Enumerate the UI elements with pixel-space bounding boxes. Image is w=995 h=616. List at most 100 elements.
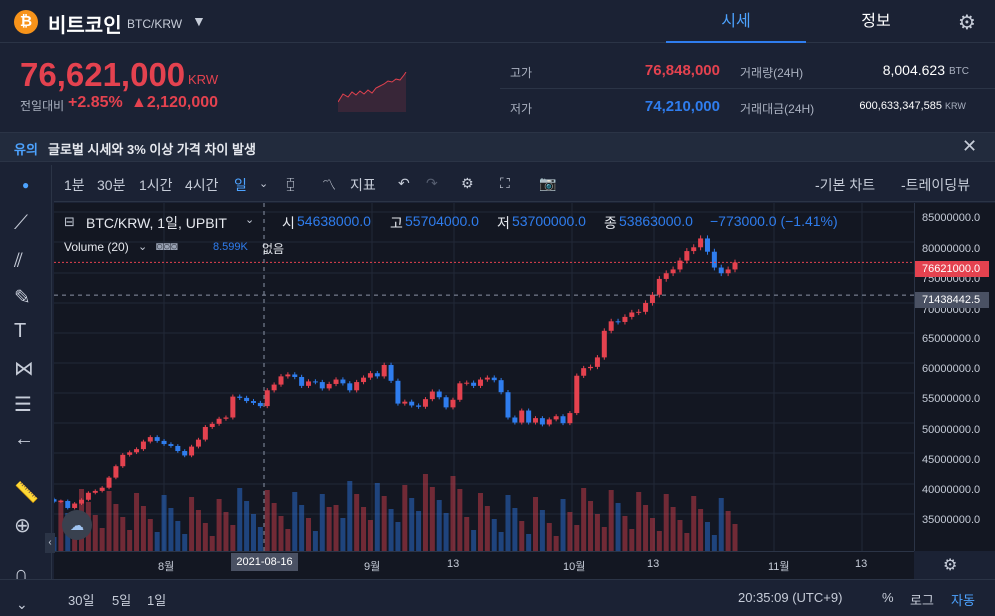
notice-bar	[0, 132, 995, 162]
pair-label: BTC/KRW	[127, 17, 183, 31]
candle-body	[388, 364, 394, 381]
undo-icon[interactable]: ↶	[398, 175, 410, 191]
candle-body	[58, 501, 64, 503]
change-label: 전일대비	[20, 99, 65, 113]
legend-dropdown-icon[interactable]: ⌄	[245, 214, 255, 226]
collapse-down-icon[interactable]: ⌄	[16, 596, 28, 612]
volume-bar	[326, 507, 332, 551]
back-arrow-icon[interactable]: ←	[14, 428, 34, 450]
legend-collapse-icon[interactable]: ⊟	[64, 214, 75, 229]
candle-body	[471, 382, 477, 386]
x-tick: 9월	[364, 561, 381, 573]
volume-legend-controls-icon[interactable]: ◙◙◙	[156, 239, 178, 253]
range-1d[interactable]: 1일	[147, 593, 167, 608]
fib-tool-icon[interactable]: ⫽	[14, 250, 23, 272]
price-summary	[0, 44, 995, 130]
candle-body	[99, 487, 105, 491]
text-tool-icon[interactable]: T	[14, 320, 27, 342]
volume-bar	[636, 492, 642, 551]
candle-body	[422, 399, 428, 407]
chart-settings-icon[interactable]: ⚙	[461, 175, 474, 191]
candle-body	[361, 377, 367, 383]
indicator-icon[interactable]: 〽	[322, 177, 336, 193]
drawing-tools-sidebar	[0, 165, 52, 616]
range-30d[interactable]: 30일	[68, 593, 95, 608]
basic-chart-button[interactable]: -기본 차트	[815, 177, 876, 193]
candle-body	[285, 374, 291, 377]
interval-1m[interactable]: 1분	[64, 177, 85, 193]
volume-bar	[608, 490, 614, 551]
time-axis[interactable]	[54, 551, 914, 579]
auto-toggle[interactable]: 자동	[951, 593, 975, 608]
sparkline-mini-chart	[338, 72, 407, 112]
volume-bar	[629, 529, 635, 551]
trendline-icon[interactable]: ⟋	[14, 212, 28, 234]
measure-lines-icon[interactable]: ☰	[14, 394, 32, 416]
volume-bar	[367, 520, 373, 551]
candle-body	[299, 377, 305, 386]
volume-bar	[649, 518, 655, 551]
candle-body	[615, 321, 621, 323]
volume-bar	[306, 518, 312, 551]
volume-bar	[567, 512, 573, 551]
indicator-button[interactable]: 지표	[350, 177, 376, 193]
pattern-icon[interactable]: ⋈	[14, 358, 34, 380]
tab-info[interactable]: 정보	[861, 13, 891, 30]
interval-dropdown-icon[interactable]: ⌄	[259, 178, 269, 190]
percent-toggle[interactable]: %	[882, 590, 894, 605]
volume-bar	[264, 490, 270, 551]
candle-type-icon[interactable]: ⧮	[286, 175, 295, 191]
volume-bar	[58, 500, 64, 551]
coin-selector-dropdown-icon[interactable]: ▼	[192, 13, 206, 29]
interval-4h[interactable]: 4시간	[185, 177, 219, 193]
interval-1h[interactable]: 1시간	[139, 177, 173, 193]
ruler-icon[interactable]: 📏	[14, 482, 39, 504]
volume-bar	[601, 527, 607, 551]
candle-body	[732, 262, 738, 270]
brush-icon[interactable]: ✎	[14, 287, 31, 309]
volume-bar	[175, 521, 181, 551]
price-axis[interactable]	[914, 203, 995, 551]
price-chart-pane[interactable]	[54, 203, 914, 551]
zoom-in-icon[interactable]: ⊕	[14, 515, 31, 537]
interval-30m[interactable]: 30분	[97, 177, 126, 193]
volume-bar	[519, 521, 525, 551]
notice-text: 글로벌 시세와 3% 이상 가격 차이 발생	[48, 142, 256, 157]
redo-icon[interactable]: ↷	[426, 175, 438, 191]
clock-time[interactable]: 20:35:09 (UTC+9)	[738, 590, 843, 605]
volume-bar	[134, 493, 140, 551]
tradingview-logo-icon[interactable]: ☁	[62, 510, 92, 540]
volume-bar	[643, 505, 649, 551]
volume-bar	[450, 476, 456, 551]
candle-body	[588, 366, 594, 369]
log-toggle[interactable]: 로그	[910, 593, 934, 608]
close-icon[interactable]: ✕	[962, 136, 978, 156]
volume-bar	[546, 523, 552, 551]
axis-settings-icon[interactable]: ⚙	[943, 557, 958, 574]
tab-quote[interactable]: 시세	[666, 0, 806, 43]
candle-body	[484, 377, 490, 380]
range-5d[interactable]: 5일	[112, 593, 132, 608]
scroll-left-icon[interactable]: ‹	[45, 533, 55, 553]
candle-body	[292, 374, 298, 377]
fullscreen-icon[interactable]: ⛶	[500, 175, 510, 191]
interval-1d[interactable]: 일	[234, 177, 247, 193]
candle-body	[429, 391, 435, 400]
settings-gear-icon[interactable]: ⚙	[958, 12, 976, 34]
y-tick: 80000000.0	[922, 243, 981, 255]
candle-body	[65, 501, 71, 508]
camera-icon[interactable]: 📷	[539, 175, 557, 191]
low-value: 74,210,000	[644, 98, 720, 115]
volume-bar	[223, 512, 229, 551]
candle-body	[381, 364, 387, 377]
candle-body	[725, 269, 731, 274]
crosshair-dot-icon[interactable]: ●	[22, 178, 30, 192]
volume-value: 8,004.623	[882, 62, 945, 78]
tradingview-button[interactable]: -트레이딩뷰	[901, 177, 971, 193]
volume-bar	[711, 535, 717, 551]
y-tick: 85000000.0	[922, 212, 981, 224]
volume-legend-dropdown-icon[interactable]: ⌄	[138, 241, 148, 253]
y-tick: 45000000.0	[922, 454, 981, 466]
volume-bar	[257, 527, 263, 551]
candle-body	[457, 383, 463, 400]
